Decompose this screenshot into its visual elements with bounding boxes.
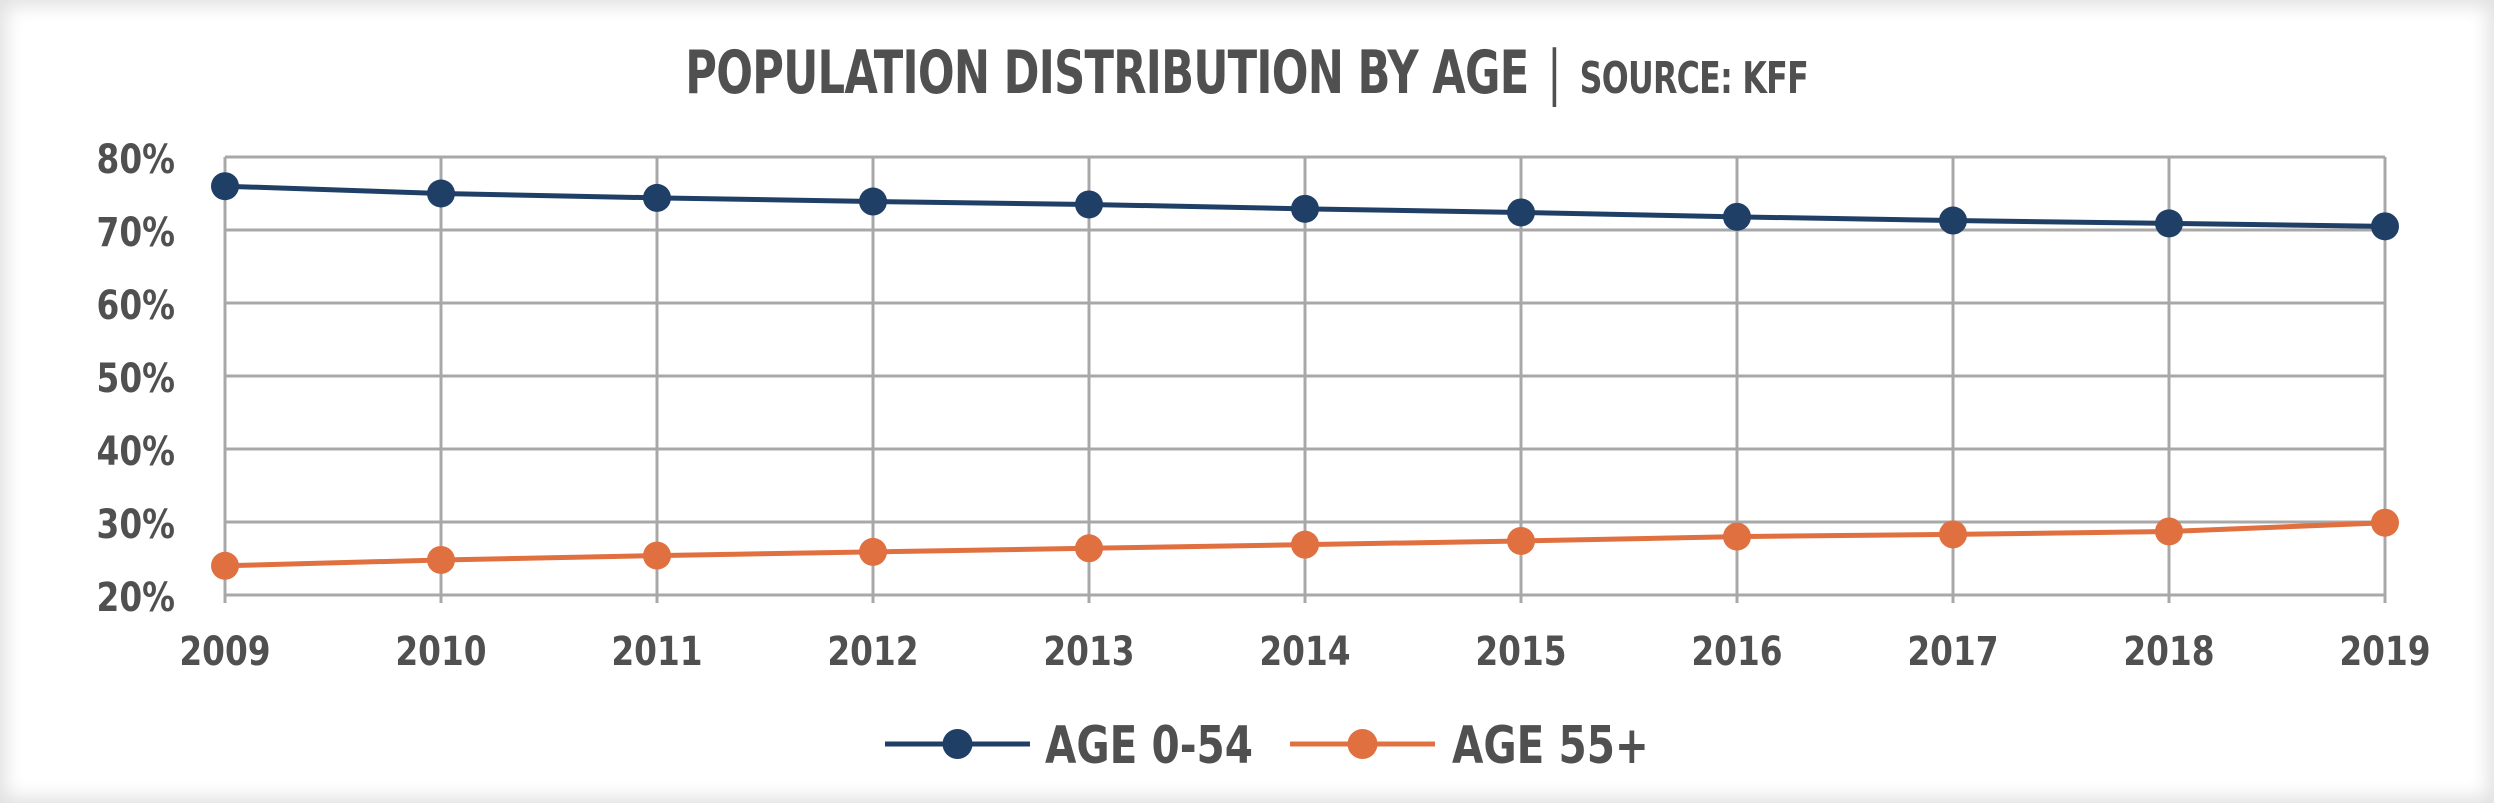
- data-point: [1507, 198, 1535, 227]
- data-point: [2155, 517, 2183, 546]
- title-separator: |: [1547, 38, 1562, 108]
- data-point: [859, 187, 887, 216]
- x-tick-label: 2018: [2123, 628, 2214, 675]
- legend-label: AGE 55+: [1452, 715, 1649, 775]
- data-point: [1075, 190, 1103, 219]
- y-tick-label: 50%: [97, 355, 175, 402]
- legend-label: AGE 0-54: [1045, 715, 1253, 775]
- data-point: [1075, 534, 1103, 563]
- chart-title-main: POPULATION DISTRIBUTION BY AGE: [685, 38, 1530, 108]
- x-tick-label: 2011: [611, 628, 702, 675]
- y-tick-label: 80%: [97, 136, 175, 183]
- x-tick-label: 2019: [2339, 628, 2430, 675]
- legend-swatch-marker: [1347, 729, 1378, 759]
- data-point: [1939, 206, 1967, 235]
- x-tick-label: 2013: [1043, 628, 1134, 675]
- legend-swatch-marker: [942, 729, 973, 759]
- x-tick-label: 2009: [179, 628, 270, 675]
- x-tick-label: 2017: [1907, 628, 1998, 675]
- data-point: [2155, 209, 2183, 238]
- x-tick-label: 2016: [1691, 628, 1782, 675]
- series-layer: [211, 172, 2399, 580]
- y-tick-label: 70%: [97, 209, 175, 256]
- x-tick-label: 2010: [395, 628, 486, 675]
- data-point: [643, 183, 671, 212]
- y-tick-label: 30%: [97, 501, 175, 548]
- y-tick-label: 40%: [97, 428, 175, 475]
- data-point: [1507, 526, 1535, 555]
- data-point: [643, 541, 671, 570]
- data-point: [1291, 530, 1319, 559]
- legend: AGE 0-54 AGE 55+: [885, 715, 1649, 775]
- axis-layer: 20% 30% 40% 50% 60% 70% 80% 2009 2010 2011 2012 201…: [97, 136, 2431, 675]
- data-point: [2371, 508, 2399, 537]
- title-row: POPULATION DISTRIBUTION BY AGE | SOURCE:…: [0, 38, 2494, 108]
- x-tick-label: 2015: [1475, 628, 1566, 675]
- y-tick-label: 20%: [97, 574, 175, 621]
- chart-title: POPULATION DISTRIBUTION BY AGE | SOURCE:…: [686, 38, 1809, 108]
- y-tick-label: 60%: [97, 282, 175, 329]
- data-point: [1291, 194, 1319, 223]
- data-point: [211, 551, 239, 580]
- data-point: [859, 537, 887, 566]
- data-point: [1939, 520, 1967, 549]
- data-point: [2371, 212, 2399, 241]
- data-point: [1723, 522, 1751, 551]
- data-point: [1723, 202, 1751, 231]
- data-point: [427, 545, 455, 574]
- data-point: [427, 179, 455, 208]
- data-point: [211, 172, 239, 201]
- x-tick-label: 2012: [827, 628, 918, 675]
- chart-source: SOURCE: KFF: [1579, 53, 1809, 104]
- x-tick-label: 2014: [1259, 628, 1350, 675]
